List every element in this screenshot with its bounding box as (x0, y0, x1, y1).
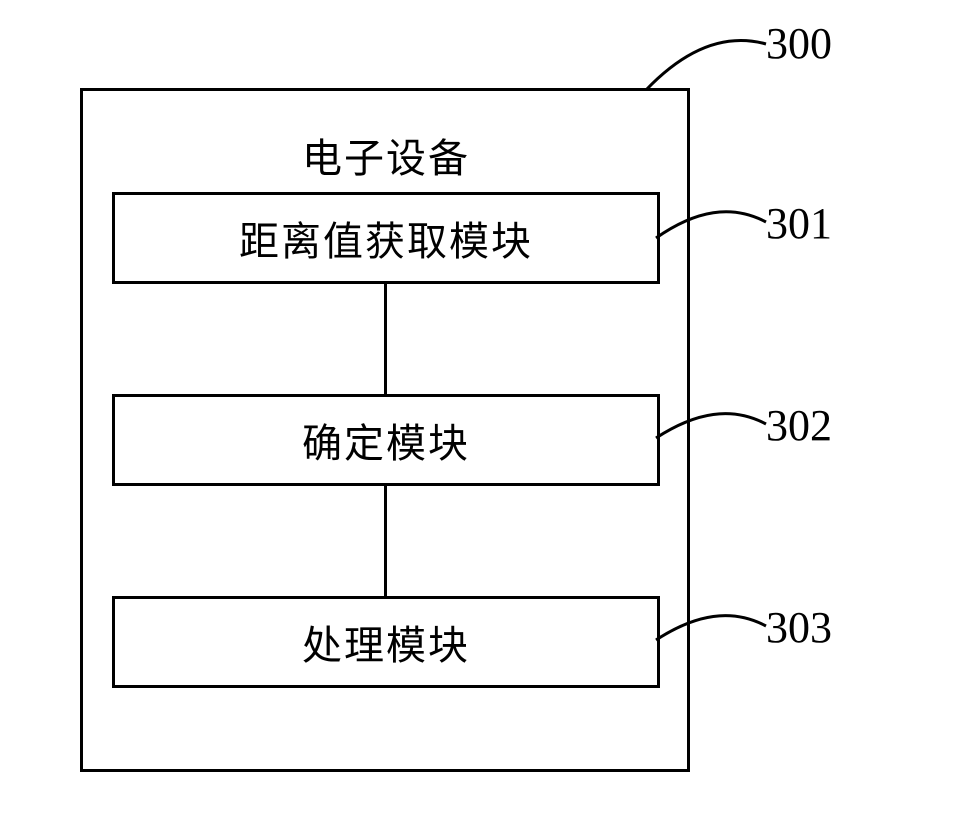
ref-label-303: 303 (766, 602, 832, 653)
leader-line-303 (0, 0, 978, 826)
